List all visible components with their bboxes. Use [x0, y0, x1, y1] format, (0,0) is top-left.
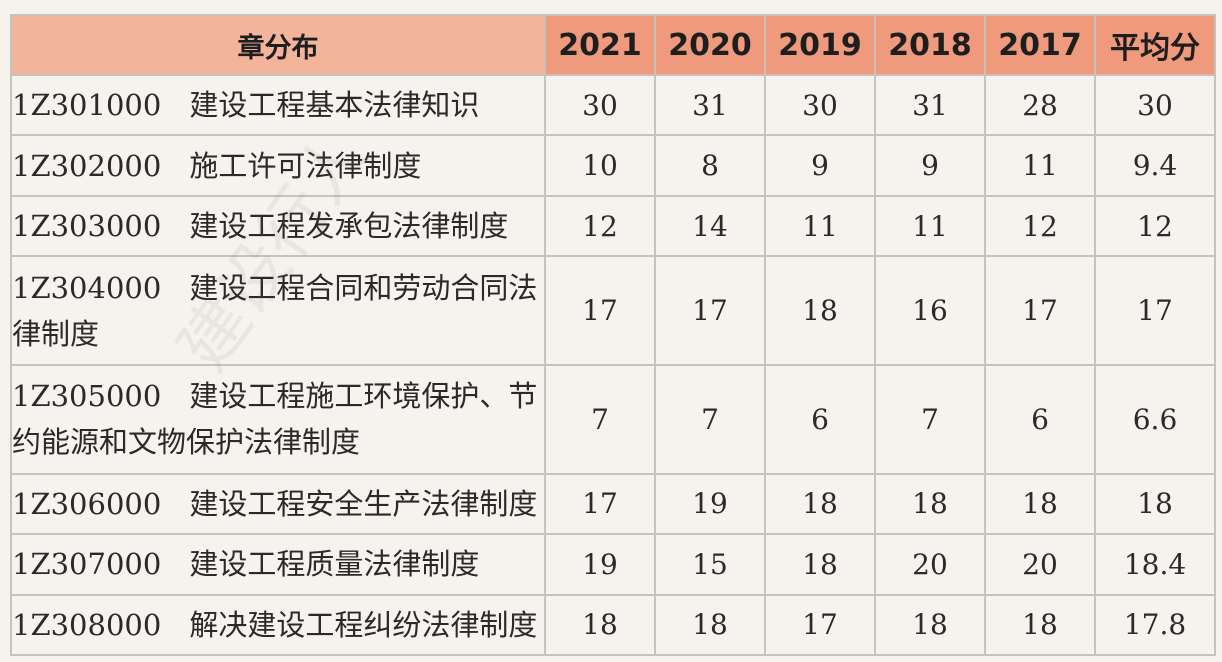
- score-cell-2021: 7: [544, 363, 656, 475]
- chapter-name: 建设工程发承包法律制度: [189, 209, 509, 244]
- header-row: 章分布 2021 2020 2019 2018 2017 平均分: [10, 14, 1216, 76]
- score-cell-2017: 18: [984, 593, 1096, 657]
- score-cell-2019: 17: [764, 593, 876, 657]
- score-cell-2017: 20: [984, 533, 1096, 596]
- chapter-code: 1Z306000: [12, 486, 162, 521]
- header-average: 平均分: [1094, 14, 1216, 76]
- header-chapter: 章分布: [10, 14, 546, 76]
- header-year-2019: 2019: [764, 14, 876, 76]
- score-cell-2018: 7: [874, 363, 986, 475]
- score-cell-2018: 20: [874, 533, 986, 596]
- score-cell-2020: 15: [654, 533, 766, 596]
- score-cell-2019: 18: [764, 533, 876, 596]
- average-cell: 18.4: [1094, 533, 1216, 596]
- score-cell-2018: 9: [874, 134, 986, 197]
- average-cell: 18: [1094, 472, 1216, 536]
- chapter-code: 1Z307000: [12, 547, 162, 582]
- chapter-cell: 1Z302000 施工许可法律制度: [10, 134, 546, 197]
- score-cell-2020: 18: [654, 593, 766, 657]
- score-cell-2018: 18: [874, 593, 986, 657]
- score-cell-2018: 11: [874, 194, 986, 258]
- chapter-code: 1Z301000: [12, 88, 162, 123]
- chapter-cell: 1Z305000 建设工程施工环境保护、节约能源和文物保护法律制度: [10, 363, 546, 475]
- score-cell-2020: 14: [654, 194, 766, 258]
- score-cell-2021: 30: [544, 73, 656, 137]
- score-cell-2017: 12: [984, 194, 1096, 258]
- score-cell-2017: 28: [984, 73, 1096, 137]
- score-cell-2021: 12: [544, 194, 656, 258]
- chapter-code: 1Z302000: [12, 148, 162, 183]
- table-row: 1Z303000 建设工程发承包法律制度 12 14 11 11 12 12: [10, 194, 1216, 258]
- score-cell-2019: 6: [764, 363, 876, 475]
- score-cell-2021: 19: [544, 533, 656, 596]
- score-cell-2020: 17: [654, 255, 766, 366]
- score-cell-2020: 8: [654, 134, 766, 197]
- score-cell-2019: 18: [764, 472, 876, 536]
- chapter-cell: 1Z303000 建设工程发承包法律制度: [10, 194, 546, 258]
- score-cell-2021: 17: [544, 472, 656, 536]
- chapter-cell: 1Z304000 建设工程合同和劳动合同法律制度: [10, 255, 546, 366]
- average-cell: 12: [1094, 194, 1216, 258]
- score-cell-2018: 16: [874, 255, 986, 366]
- score-cell-2019: 30: [764, 73, 876, 137]
- score-cell-2019: 11: [764, 194, 876, 258]
- score-cell-2017: 18: [984, 472, 1096, 536]
- chapter-cell: 1Z306000 建设工程安全生产法律制度: [10, 472, 546, 536]
- score-cell-2018: 31: [874, 73, 986, 137]
- chapter-name: 建设工程质量法律制度: [189, 547, 480, 582]
- average-cell: 9.4: [1094, 134, 1216, 197]
- average-cell: 30: [1094, 73, 1216, 137]
- chapter-code: 1Z304000: [12, 270, 162, 305]
- score-cell-2018: 18: [874, 472, 986, 536]
- score-cell-2019: 9: [764, 134, 876, 197]
- score-cell-2020: 7: [654, 363, 766, 475]
- chapter-name: 解决建设工程纠纷法律制度: [189, 607, 538, 642]
- chapter-name: 施工许可法律制度: [189, 148, 422, 183]
- chapter-name: 建设工程合同和劳动合同法律制度: [12, 270, 538, 351]
- score-distribution-table: 章分布 2021 2020 2019 2018 2017 平均分 1Z30100…: [10, 14, 1216, 657]
- table-row: 1Z308000 解决建设工程纠纷法律制度 18 18 17 18 18 17.8: [10, 593, 1216, 657]
- chapter-code: 1Z308000: [12, 607, 162, 642]
- chapter-cell: 1Z308000 解决建设工程纠纷法律制度: [10, 593, 546, 657]
- table-row: 1Z302000 施工许可法律制度 10 8 9 9 11 9.4: [10, 134, 1216, 197]
- table-row: 1Z301000 建设工程基本法律知识 30 31 30 31 28 30: [10, 73, 1216, 137]
- chapter-code: 1Z305000: [12, 379, 162, 414]
- header-year-2017: 2017: [984, 14, 1096, 76]
- chapter-code: 1Z303000: [12, 209, 162, 244]
- score-cell-2020: 31: [654, 73, 766, 137]
- table-row: 1Z305000 建设工程施工环境保护、节约能源和文物保护法律制度 7 7 6 7 6 6.6: [10, 363, 1216, 475]
- table-row: 1Z307000 建设工程质量法律制度 19 15 18 20 20 18.4: [10, 533, 1216, 596]
- table-body: 1Z301000 建设工程基本法律知识 30 31 30 31 28 30 1Z302000 施工…: [10, 73, 1216, 657]
- average-cell: 17: [1094, 255, 1216, 366]
- average-cell: 6.6: [1094, 363, 1216, 475]
- score-cell-2017: 17: [984, 255, 1096, 366]
- score-cell-2017: 6: [984, 363, 1096, 475]
- score-cell-2021: 10: [544, 134, 656, 197]
- score-cell-2019: 18: [764, 255, 876, 366]
- chapter-cell: 1Z301000 建设工程基本法律知识: [10, 73, 546, 137]
- average-cell: 17.8: [1094, 593, 1216, 657]
- header-year-2018: 2018: [874, 14, 986, 76]
- score-cell-2021: 17: [544, 255, 656, 366]
- table-row: 1Z306000 建设工程安全生产法律制度 17 19 18 18 18 18: [10, 472, 1216, 536]
- header-year-2020: 2020: [654, 14, 766, 76]
- table-row: 1Z304000 建设工程合同和劳动合同法律制度 17 17 18 16 17 17: [10, 255, 1216, 366]
- chapter-cell: 1Z307000 建设工程质量法律制度: [10, 533, 546, 596]
- header-year-2021: 2021: [544, 14, 656, 76]
- score-cell-2021: 18: [544, 593, 656, 657]
- chapter-name: 建设工程施工环境保护、节约能源和文物保护法律制度: [12, 379, 538, 460]
- chapter-name: 建设工程安全生产法律制度: [189, 486, 538, 521]
- score-cell-2017: 11: [984, 134, 1096, 197]
- score-cell-2020: 19: [654, 472, 766, 536]
- chapter-name: 建设工程基本法律知识: [189, 88, 480, 123]
